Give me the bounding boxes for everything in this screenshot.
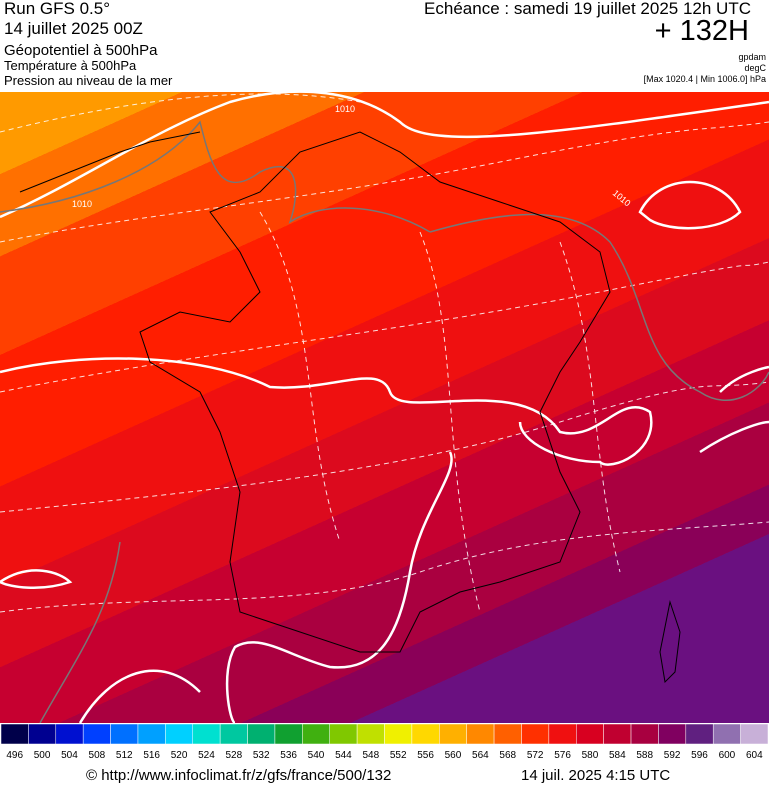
temperature-isolines — [0, 93, 769, 613]
scale-swatch — [466, 724, 495, 745]
scale-label: 556 — [417, 750, 434, 761]
scale-swatch — [712, 724, 741, 745]
isobar-label: 1010 — [335, 104, 355, 114]
scale-label: 516 — [143, 750, 160, 761]
scale-swatch — [137, 724, 166, 745]
run-label: Run GFS 0.5° — [4, 0, 111, 18]
scale-swatch — [82, 724, 111, 745]
coastline — [19, 131, 201, 193]
timestamp: 14 juil. 2025 4:15 UTC — [521, 767, 671, 784]
scale-swatch — [356, 724, 385, 745]
source-url: © http://www.infoclimat.fr/z/gfs/france/… — [86, 767, 392, 784]
scale-swatch — [411, 724, 440, 745]
scale-swatch — [548, 724, 577, 745]
field-label: Géopotentiel à 500hPa — [4, 42, 158, 59]
scale-swatch — [55, 724, 84, 745]
scale-swatch — [165, 724, 194, 745]
unit-label: gpdam — [738, 52, 766, 62]
scale-label: 576 — [554, 750, 571, 761]
scale-label: 508 — [89, 750, 106, 761]
scale-swatch — [28, 724, 57, 745]
scale-label: 572 — [527, 750, 544, 761]
map: 1010 1010 1010 — [0, 92, 769, 723]
scale-swatch — [658, 724, 687, 745]
scale-swatch — [192, 724, 221, 745]
scale-label: 600 — [719, 750, 736, 761]
scale-label: 500 — [34, 750, 51, 761]
scale-label: 548 — [362, 750, 379, 761]
scale-label: 568 — [499, 750, 516, 761]
field-label: Pression au niveau de la mer — [4, 73, 173, 88]
scale-label: 560 — [445, 750, 462, 761]
scale-label: 540 — [308, 750, 325, 761]
scale-swatch — [740, 724, 769, 745]
scale-label: 528 — [225, 750, 242, 761]
scale-swatch — [384, 724, 413, 745]
scale-label: 504 — [61, 750, 78, 761]
scale-swatch — [576, 724, 604, 745]
field-shading — [0, 92, 769, 723]
scale-label: 604 — [746, 750, 763, 761]
coastline — [659, 600, 681, 684]
scale-label: 564 — [472, 750, 489, 761]
pressure-range: [Max 1020.4 | Min 1006.0] hPa — [643, 74, 766, 84]
scale-label: 596 — [691, 750, 708, 761]
color-scale: 496 500 504 508 512 516 520 524 528 532 536 540 544 5… — [0, 724, 769, 761]
scale-swatch — [329, 724, 358, 745]
scale-swatch — [521, 724, 550, 745]
scale-label: 496 — [6, 750, 23, 761]
scale-swatch — [247, 724, 276, 745]
scale-swatch — [274, 724, 303, 745]
scale-swatch — [219, 724, 248, 745]
scale-swatch — [630, 724, 659, 745]
unit-label: degC — [744, 63, 766, 73]
scale-label: 552 — [390, 750, 407, 761]
scale-label: 592 — [664, 750, 681, 761]
scale-swatch — [493, 724, 522, 745]
scale-swatch — [603, 724, 632, 745]
coastline — [139, 131, 611, 653]
forecast-offset: + 132H — [654, 15, 749, 47]
scale-label: 588 — [636, 750, 653, 761]
forecast-time: Echéance : samedi 19 juillet 2025 12h UT… — [424, 0, 751, 18]
isobars — [0, 120, 769, 723]
scale-swatch — [685, 724, 714, 745]
scale-label: 584 — [609, 750, 626, 761]
scale-swatch — [439, 724, 467, 745]
scale-swatch — [302, 724, 330, 745]
scale-label: 512 — [116, 750, 133, 761]
scale-label: 524 — [198, 750, 215, 761]
scale-label: 544 — [335, 750, 352, 761]
isobar-label: 1010 — [72, 199, 92, 209]
scale-label: 532 — [253, 750, 270, 761]
scale-label: 520 — [171, 750, 188, 761]
scale-label: 536 — [280, 750, 297, 761]
scale-label: 580 — [582, 750, 599, 761]
field-label: Température à 500hPa — [4, 58, 137, 73]
geopotential-contours — [0, 92, 769, 723]
scale-swatch — [110, 724, 139, 745]
run-date: 14 juillet 2025 00Z — [4, 19, 143, 38]
scale-swatch — [0, 724, 29, 745]
